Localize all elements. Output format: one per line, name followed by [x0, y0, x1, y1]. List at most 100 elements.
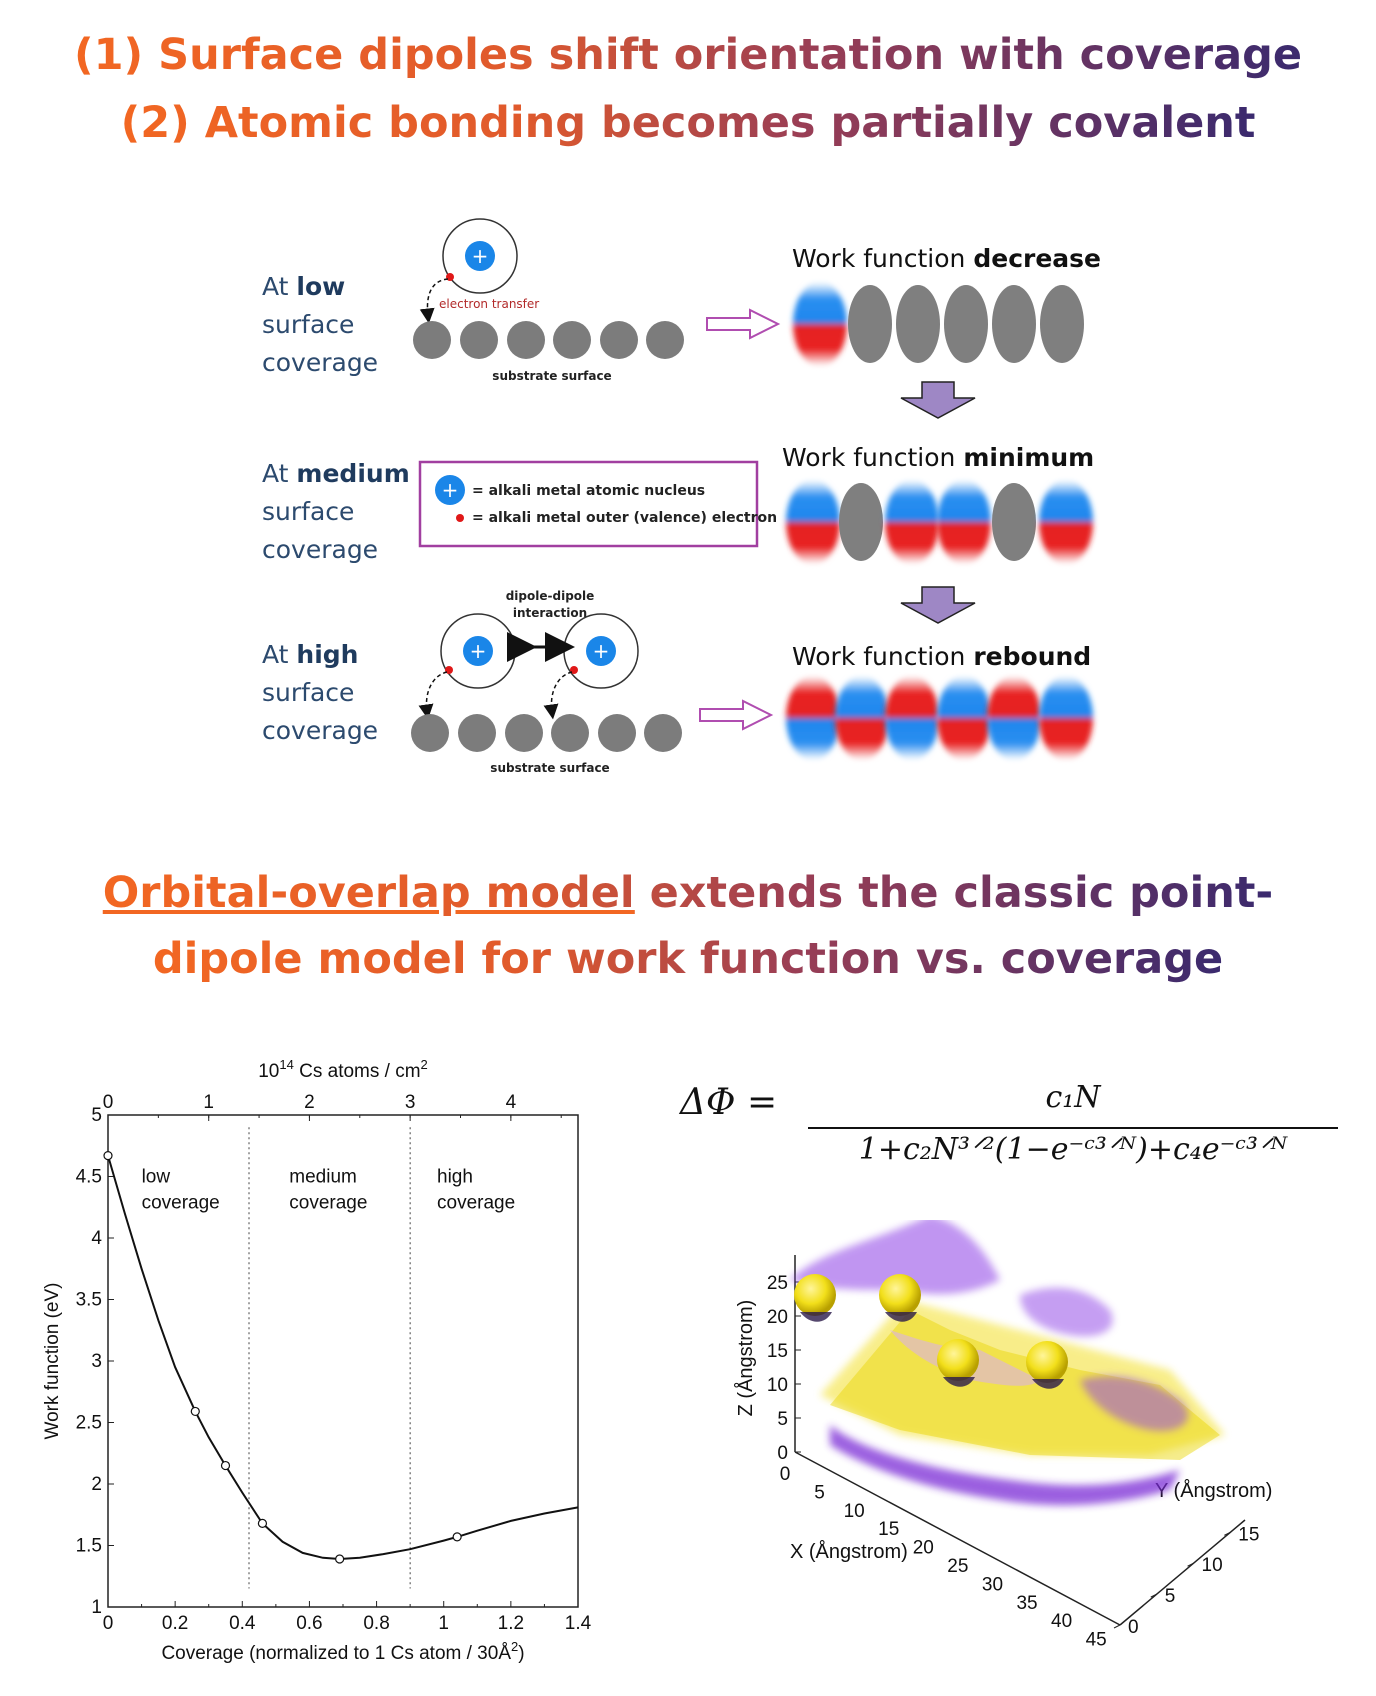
wf-minimum-label: Work function minimum: [782, 443, 1095, 472]
x-tick-label: 0.2: [162, 1613, 188, 1634]
fit-curve: [107, 1155, 579, 1561]
wf-rebound-label: Work function rebound: [792, 642, 1092, 671]
data-point: [220, 1460, 231, 1471]
data-point: [452, 1532, 462, 1542]
legend-electron-icon: [456, 514, 464, 522]
y-tick-label: 2.5: [76, 1413, 102, 1434]
z-tick-label: 20: [767, 1307, 788, 1328]
z-tick-label: 0: [777, 1443, 788, 1464]
region-label: low: [142, 1167, 171, 1188]
row-medium-dipoles: [786, 480, 1093, 564]
z-axis-label: Z (Ångstrom): [734, 1300, 757, 1417]
x-tick-label: 0: [103, 1613, 114, 1634]
coverage-diagram: + electron transfer substrate surface + …: [411, 218, 1093, 775]
region-label: high: [437, 1167, 473, 1188]
nucleus-icon: [465, 241, 495, 271]
row-medium-label: At medium surface coverage: [262, 459, 410, 564]
data-point: [335, 1554, 345, 1564]
legend-nucleus-icon: [435, 475, 465, 505]
region-label: medium: [289, 1167, 357, 1188]
plot-frame: [107, 1114, 579, 1608]
x-axis-label: X (Ångstrom): [790, 1540, 908, 1563]
nucleus-icon: [586, 636, 616, 666]
svg-text:= alkali metal atomic nucleus: = alkali metal atomic nucleus: [472, 483, 705, 499]
y-tick-label: 1.5: [76, 1536, 102, 1557]
arrow-right-icon: [706, 308, 781, 340]
z-tick-label: 10: [767, 1375, 788, 1396]
svg-text:interaction: interaction: [513, 606, 587, 620]
y-tick-label: 10: [1202, 1555, 1223, 1576]
svg-text:electron transfer: electron transfer: [439, 297, 539, 311]
svg-text:dipole-dipole: dipole-dipole: [506, 589, 595, 603]
data-point: [190, 1406, 200, 1417]
y-tick-label: 1: [91, 1597, 102, 1618]
region-label: coverage: [437, 1193, 515, 1214]
density-surface: [790, 1220, 1225, 1506]
subheadline-line-2: dipole model for work function vs. cover…: [152, 934, 1224, 984]
cs-atom-icon: [937, 1339, 979, 1381]
formula-denominator: 1+c₂N³ᐟ²(1−e⁻ᶜ³ᐟᴺ)+c₄e⁻ᶜ³ᐟᴺ: [858, 1132, 1288, 1167]
svg-text:+: +: [442, 478, 459, 502]
x-tick-label: 0.4: [229, 1613, 256, 1634]
row-high-atoms: dipole-dipole interaction + + substrate …: [411, 589, 682, 775]
svg-text:+: +: [472, 244, 489, 268]
x-tick-label: 0: [780, 1464, 791, 1485]
x-tick-label: 30: [982, 1574, 1003, 1595]
region-label: coverage: [142, 1193, 220, 1214]
arrow-down-icon: [900, 381, 976, 419]
top-tick-label: 0: [103, 1092, 114, 1113]
y-tick-label: 5: [91, 1105, 102, 1126]
x-tick-label: 20: [913, 1538, 934, 1559]
cs-atom-icon: [879, 1274, 921, 1316]
y-tick-label: 5: [1165, 1586, 1176, 1607]
data-point: [103, 1150, 113, 1161]
cs-atom-icon: [1026, 1341, 1068, 1383]
y-tick: [1113, 1624, 1121, 1629]
legend-box: + = alkali metal atomic nucleus = alkali…: [418, 460, 777, 548]
work-function-chart: 0 0.2 0.4 0.6 0.8 1 1.2 1.411.522.533.544.550 1 2…: [42, 1057, 592, 1664]
top-tick-label: 4: [506, 1092, 517, 1113]
y-tick-label: 4.5: [76, 1167, 102, 1188]
y-tick-label: 2: [91, 1474, 102, 1495]
row-low-label: At low surface coverage: [262, 272, 379, 377]
y-axis-label: Y (Ångstrom): [1155, 1479, 1272, 1502]
subheadline-line-1: Orbital-overlap model extends the classi…: [102, 868, 1274, 918]
region-label: coverage: [289, 1193, 367, 1214]
top-tick-label: 3: [405, 1092, 416, 1113]
svg-text:= alkali metal outer (valence): = alkali metal outer (valence) electron: [472, 510, 777, 526]
y-tick-label: 15: [1238, 1524, 1259, 1545]
arrow-right-icon: [699, 699, 774, 731]
x-tick-label: 25: [947, 1556, 968, 1577]
y-tick-label: 3.5: [76, 1290, 102, 1311]
x-tick-label: 40: [1051, 1611, 1072, 1632]
z-tick-label: 15: [767, 1341, 788, 1362]
charge-density-3d-plot: 0 5 10 15 20 25 0 5 10 15 20 25 30 35 40 45 0 5 10 15 Z (…: [734, 1220, 1272, 1651]
x-tick-label: 0.8: [363, 1613, 389, 1634]
formula-numerator: c₁N: [1045, 1080, 1101, 1115]
x-tick-label: 0.6: [296, 1613, 322, 1634]
y-tick-label: 4: [91, 1228, 102, 1249]
y-tick: [1224, 1531, 1231, 1536]
x-tick-label: 1.2: [498, 1613, 524, 1634]
x-tick-label: 35: [1016, 1593, 1037, 1614]
x-tick-label: 1.4: [565, 1613, 592, 1634]
row-high-label: At high surface coverage: [262, 640, 379, 745]
svg-text:+: +: [593, 639, 610, 663]
row-low-atom: + electron transfer substrate surface: [413, 218, 684, 383]
x-tick-label: 5: [814, 1482, 825, 1503]
wf-decrease-label: Work function decrease: [792, 244, 1102, 273]
svg-text:substrate surface: substrate surface: [492, 369, 611, 383]
y-tick-label: 0: [1128, 1617, 1139, 1638]
z-tick-label: 5: [777, 1409, 788, 1430]
x-tick-label: 1: [438, 1613, 449, 1634]
row-high-dipoles: [786, 676, 1093, 760]
y-tick: [1187, 1562, 1194, 1567]
cs-atom-icon: [794, 1274, 836, 1316]
top-tick-label: 2: [304, 1092, 315, 1113]
x-tick-label: 10: [844, 1501, 865, 1522]
x-tick-label: 15: [878, 1519, 899, 1540]
formula-lhs: ΔΦ =: [680, 1082, 778, 1123]
y-axis-label: Work function (eV): [42, 1283, 63, 1440]
top-axis-label: 1014 Cs atoms / cm2: [258, 1057, 428, 1082]
z-tick-label: 25: [767, 1273, 788, 1294]
